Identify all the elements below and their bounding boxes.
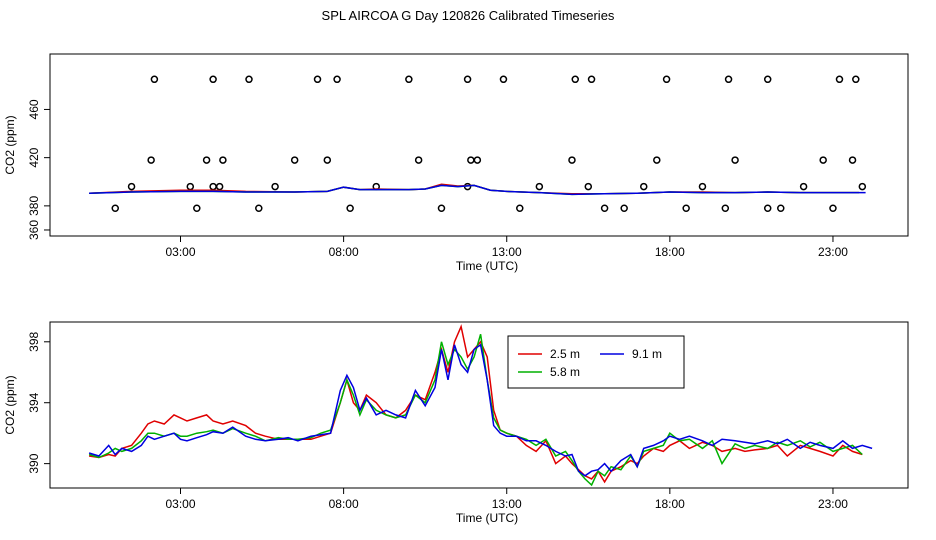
data-point <box>219 156 227 164</box>
data-point <box>437 204 446 213</box>
panel-1: 03:00 08:00 13:00 18:00 23:00 360 380 420 460 Tim… <box>3 53 909 273</box>
series-line-3 <box>89 184 866 196</box>
x-axis-label: Time (UTC) <box>456 511 518 525</box>
plot-frame <box>49 53 909 237</box>
data-point <box>209 182 217 191</box>
data-point <box>202 156 211 164</box>
data-point <box>467 156 475 164</box>
data-point <box>271 182 279 191</box>
x-tick-label: 13:00 <box>492 245 522 259</box>
data-point <box>209 75 217 84</box>
data-point <box>777 204 785 213</box>
data-point <box>499 75 508 84</box>
data-point <box>414 156 423 164</box>
legend-box <box>507 335 685 389</box>
data-point <box>763 75 772 84</box>
y-tick-label: 390 <box>27 453 41 473</box>
data-point <box>639 182 648 191</box>
legend-label: 9.1 m <box>632 347 662 361</box>
data-point <box>763 204 772 213</box>
legend: 2.5 m 9.1 m 5.8 m <box>507 335 685 389</box>
data-point <box>186 182 195 191</box>
plot-frame <box>49 321 909 489</box>
y-axis-label: CO2 (ppm) <box>3 375 17 434</box>
data-point <box>290 156 299 164</box>
x-tick-label: 08:00 <box>329 245 359 259</box>
data-point <box>535 182 544 191</box>
legend-label: 2.5 m <box>550 347 580 361</box>
x-axis-label: Time (UTC) <box>456 259 518 273</box>
data-point <box>852 75 860 84</box>
data-point <box>698 182 707 191</box>
legend-label: 5.8 m <box>550 365 580 379</box>
y-tick-label: 380 <box>27 196 41 216</box>
x-tick-label: 03:00 <box>165 245 195 259</box>
data-point <box>215 182 224 191</box>
data-point <box>724 75 733 84</box>
data-point <box>571 75 579 84</box>
data-point <box>819 156 827 164</box>
data-point <box>147 156 155 164</box>
data-point <box>255 204 263 213</box>
data-point <box>848 156 857 164</box>
data-point <box>620 204 628 213</box>
data-point <box>313 75 322 84</box>
x-tick-label: 03:00 <box>165 497 195 511</box>
x-tick-label: 08:00 <box>329 497 359 511</box>
y-tick-label: 420 <box>27 147 41 167</box>
x-tick-label: 18:00 <box>655 245 685 259</box>
data-point <box>463 75 472 84</box>
panel-2: 03:00 08:00 13:00 18:00 23:00 390 394 398 Time (… <box>3 321 909 525</box>
data-point <box>682 204 690 213</box>
data-point <box>731 156 739 164</box>
y-tick-label: 360 <box>27 220 41 240</box>
data-point <box>333 75 341 84</box>
data-point <box>858 182 867 191</box>
data-point <box>473 156 482 164</box>
series-line-3 <box>88 343 873 477</box>
data-point <box>600 204 609 213</box>
data-point <box>245 75 253 84</box>
data-point <box>721 204 730 213</box>
series-line-2 <box>88 333 863 487</box>
data-point <box>405 75 413 84</box>
data-point <box>127 182 136 191</box>
data-point <box>111 204 119 213</box>
data-point <box>829 204 837 213</box>
data-point <box>587 75 596 84</box>
data-point <box>835 75 844 84</box>
data-point <box>568 156 576 164</box>
data-point <box>150 75 159 84</box>
data-point <box>323 156 332 164</box>
y-tick-label: 394 <box>27 392 41 412</box>
x-tick-label: 23:00 <box>818 245 848 259</box>
y-tick-label: 460 <box>27 99 41 119</box>
y-axis-label: CO2 (ppm) <box>3 115 17 174</box>
data-point <box>799 182 808 191</box>
data-point <box>516 204 524 213</box>
data-point <box>584 182 593 191</box>
plot-area <box>89 75 867 213</box>
y-tick-label: 398 <box>27 331 41 351</box>
data-point <box>653 156 661 164</box>
data-point <box>346 204 354 213</box>
x-tick-label: 23:00 <box>818 497 848 511</box>
chart-title: SPL AIRCOA G Day 120826 Calibrated Times… <box>321 8 615 23</box>
x-tick-label: 13:00 <box>492 497 522 511</box>
data-point <box>662 75 671 84</box>
data-point <box>193 204 201 213</box>
plot-area <box>88 324 873 487</box>
x-tick-label: 18:00 <box>655 497 685 511</box>
